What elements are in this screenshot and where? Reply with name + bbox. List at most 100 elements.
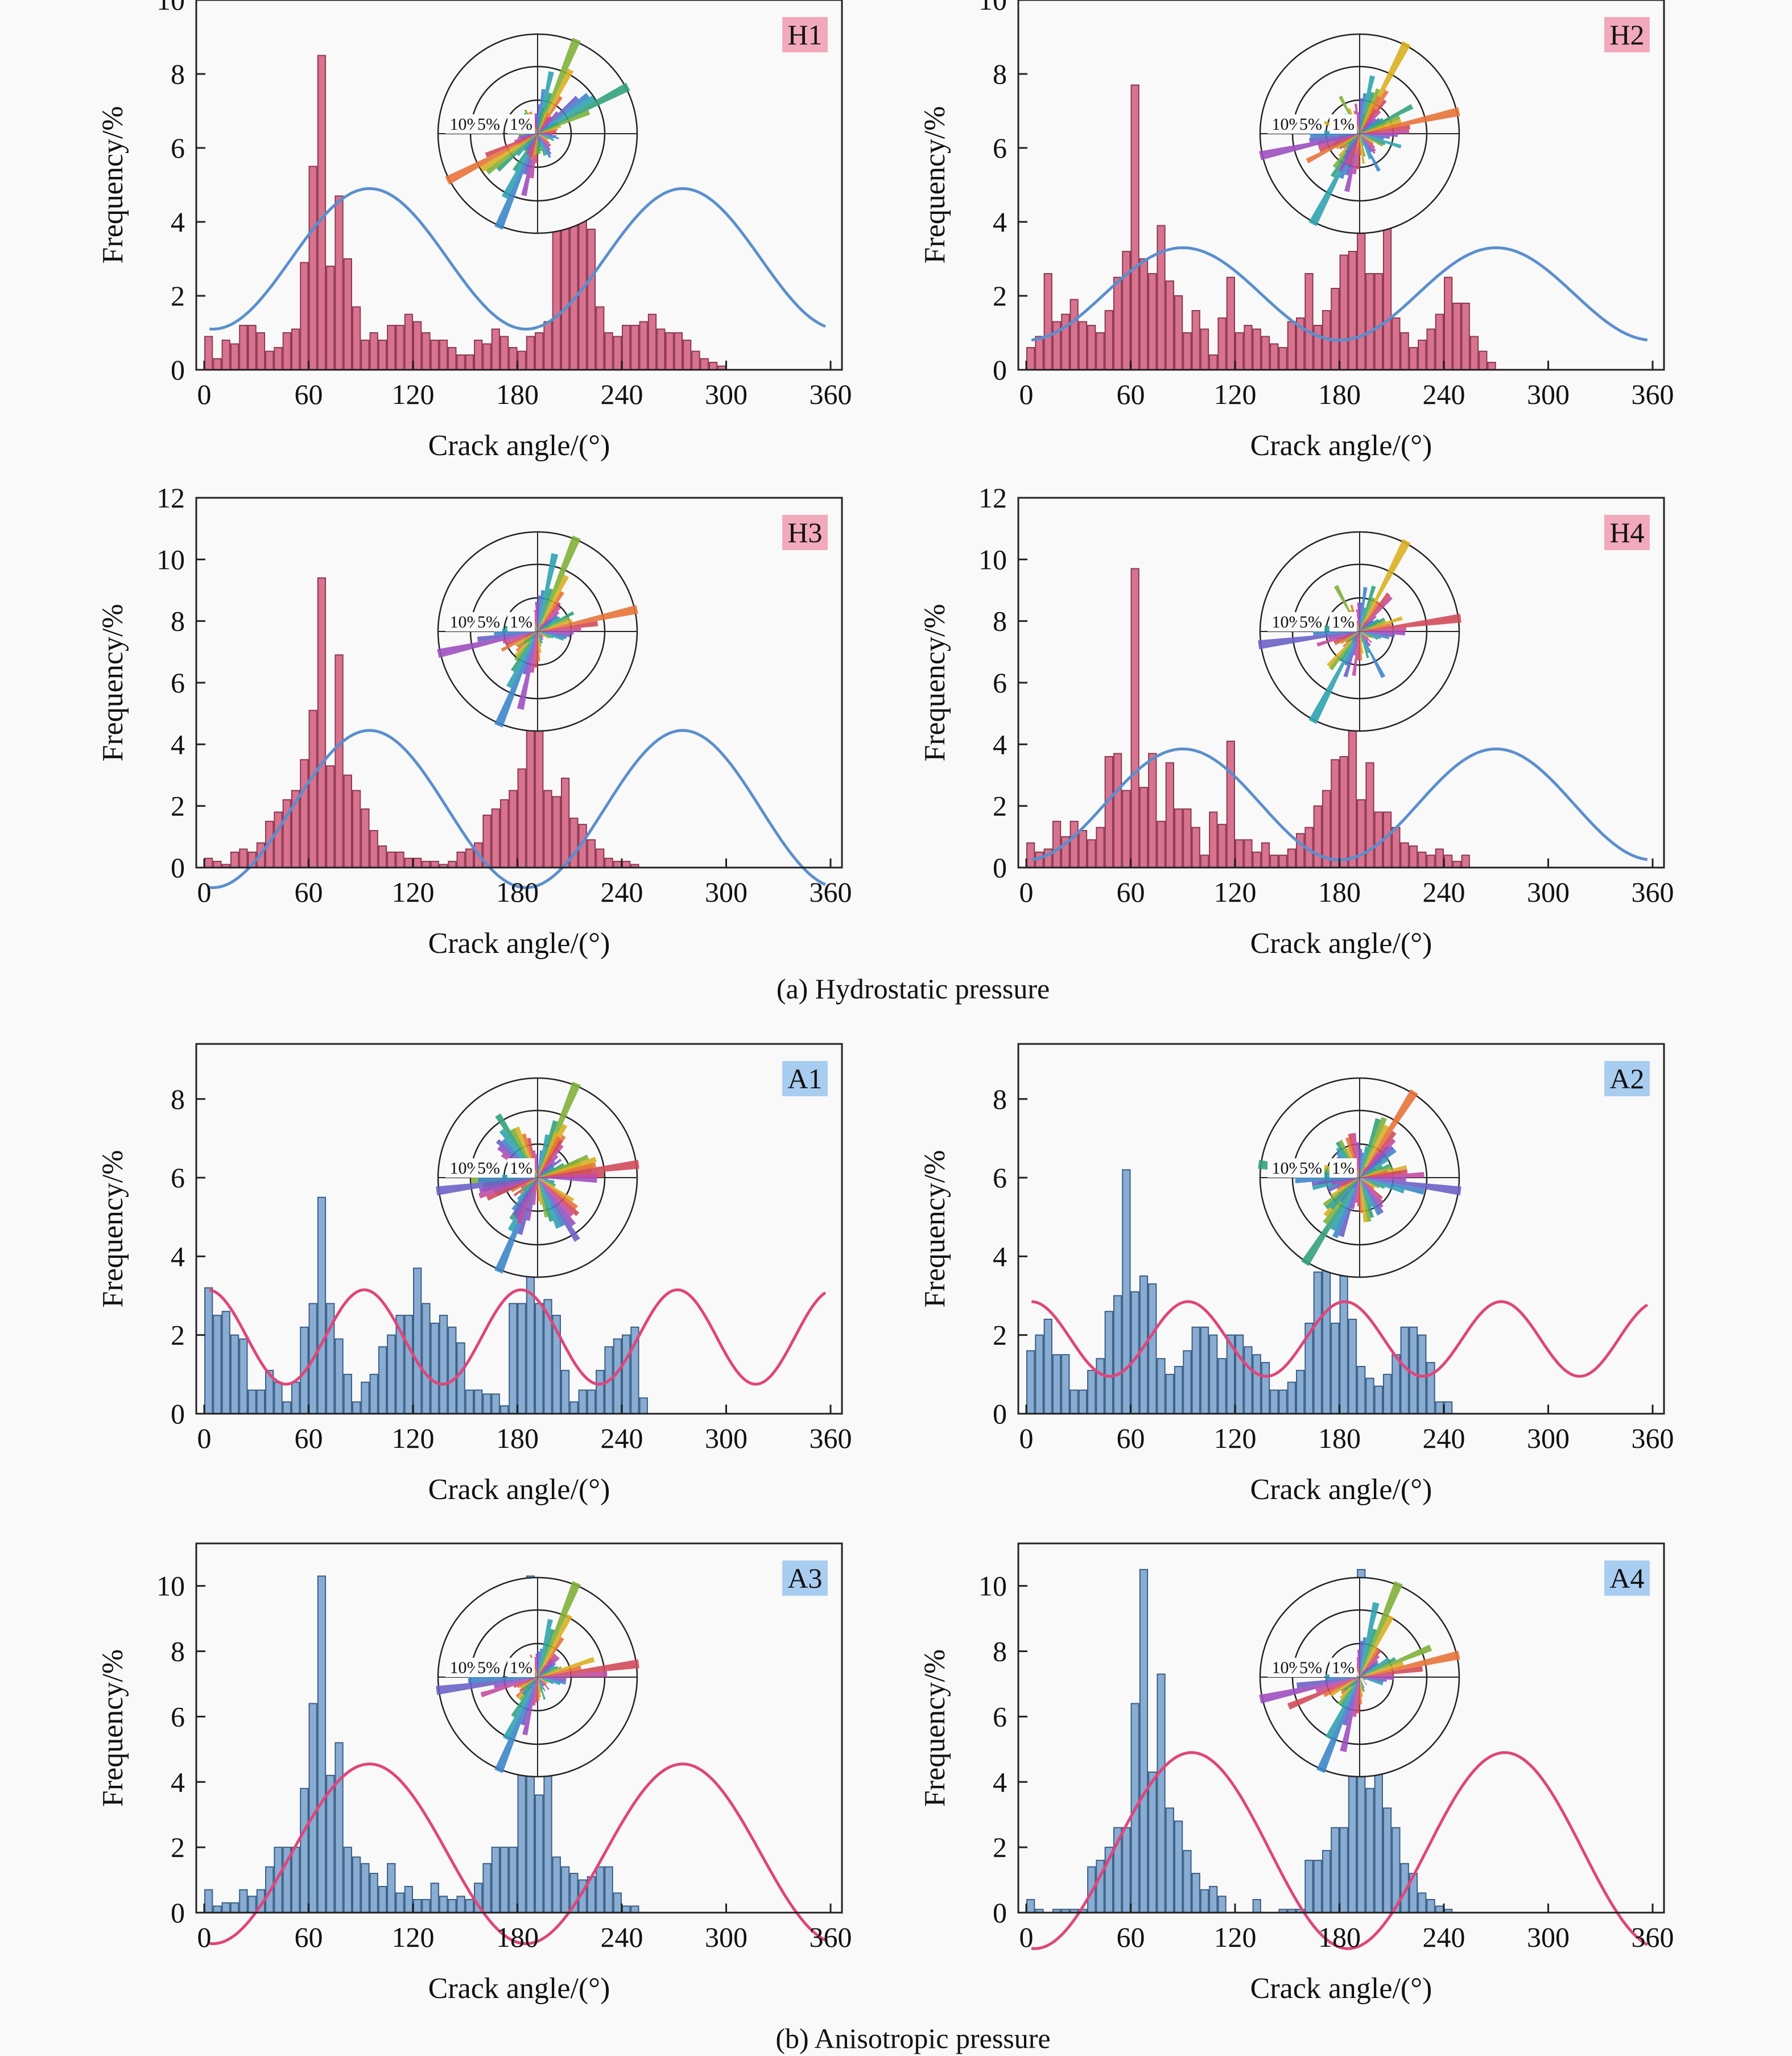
rose-petal bbox=[1340, 1677, 1360, 1752]
bar bbox=[422, 1899, 431, 1913]
bar bbox=[448, 347, 457, 370]
rose-petal bbox=[538, 130, 557, 134]
rose-petal bbox=[1259, 134, 1360, 160]
rose-petal bbox=[538, 631, 567, 639]
rose-petal bbox=[1325, 1677, 1360, 1740]
bar bbox=[1331, 288, 1340, 370]
rose-petal bbox=[1360, 631, 1369, 641]
y-axis-label: Frequency/% bbox=[97, 604, 129, 761]
rose-petal bbox=[538, 1651, 540, 1677]
rose-petal bbox=[1360, 1158, 1389, 1178]
rose-petal bbox=[526, 1178, 538, 1221]
bar bbox=[247, 1389, 257, 1414]
rose-petal bbox=[538, 1665, 581, 1677]
bar bbox=[239, 325, 248, 370]
bar bbox=[1209, 1886, 1218, 1913]
bar bbox=[1296, 317, 1305, 370]
bar bbox=[1139, 787, 1149, 868]
rose-petal bbox=[1348, 134, 1360, 166]
panel-tag: H4 bbox=[1604, 515, 1650, 550]
rose-petal bbox=[538, 1154, 589, 1178]
rose-petal bbox=[538, 1677, 548, 1683]
y-axis-label: Frequency/% bbox=[919, 1150, 951, 1307]
rose-petal bbox=[535, 113, 538, 134]
rose-petal bbox=[534, 123, 538, 134]
bar bbox=[308, 709, 317, 868]
rose-petal bbox=[1360, 1178, 1372, 1222]
bar bbox=[1418, 340, 1427, 370]
rose-petal bbox=[1360, 118, 1384, 134]
rose-petal bbox=[1309, 134, 1360, 143]
rose-petal bbox=[534, 134, 538, 155]
rose-petal bbox=[1360, 631, 1389, 639]
rose-petal bbox=[1360, 1178, 1374, 1190]
y-tick-label: 8 bbox=[993, 1636, 1007, 1667]
rose-petal bbox=[436, 1677, 538, 1695]
rose-petal bbox=[1360, 631, 1378, 640]
rose-petal bbox=[1360, 119, 1402, 134]
bar bbox=[1313, 805, 1322, 868]
rose-petal bbox=[518, 134, 538, 137]
bar bbox=[1322, 1849, 1331, 1913]
bar bbox=[1382, 1807, 1392, 1913]
rose-petal bbox=[538, 1139, 563, 1178]
bar bbox=[613, 1892, 622, 1913]
rose-petal bbox=[1360, 1662, 1379, 1677]
bar bbox=[1252, 328, 1261, 370]
rose-petal bbox=[1360, 134, 1365, 164]
rose-petal bbox=[538, 627, 581, 631]
bar bbox=[1183, 332, 1192, 370]
bar bbox=[1070, 820, 1079, 868]
bar bbox=[1261, 842, 1270, 868]
rose-petal bbox=[1360, 1647, 1380, 1677]
bar bbox=[1418, 1334, 1427, 1414]
rose-petal bbox=[1329, 631, 1360, 671]
rose-petal bbox=[1360, 1178, 1380, 1188]
bar bbox=[1435, 313, 1444, 370]
x-tick-label: 0 bbox=[1019, 1921, 1034, 1953]
rose-petal bbox=[538, 1677, 540, 1701]
rose-label: 5% bbox=[1299, 613, 1322, 631]
y-tick-label: 2 bbox=[171, 280, 185, 312]
rose-petal bbox=[538, 1159, 639, 1178]
rose-petal bbox=[522, 1677, 538, 1695]
rose-petal bbox=[1334, 631, 1360, 646]
bar bbox=[1392, 827, 1401, 868]
bar bbox=[1148, 1283, 1157, 1414]
bar bbox=[221, 1902, 230, 1913]
panel-tag-bg bbox=[782, 1061, 828, 1096]
rose-petal bbox=[494, 631, 538, 728]
bar bbox=[413, 1899, 422, 1913]
bar bbox=[517, 1303, 526, 1414]
rose-petal bbox=[1323, 1677, 1360, 1698]
bar bbox=[630, 1905, 639, 1913]
rose-petal bbox=[538, 1665, 546, 1677]
rose-petal bbox=[1360, 631, 1406, 635]
bar bbox=[1461, 854, 1470, 868]
rose-label-bg bbox=[1329, 114, 1357, 134]
rose-petal bbox=[538, 1677, 566, 1685]
y-tick-label: 0 bbox=[171, 1398, 185, 1430]
rose-petal bbox=[511, 1178, 538, 1192]
rose-label-bg bbox=[1297, 612, 1324, 631]
bar bbox=[1226, 1334, 1235, 1414]
bar bbox=[1191, 310, 1200, 370]
rose-label-bg bbox=[475, 1158, 502, 1178]
rose-petal bbox=[1360, 1117, 1387, 1178]
rose-petal bbox=[1360, 1677, 1364, 1691]
rose-petal bbox=[1360, 1677, 1364, 1697]
rose-petal bbox=[437, 631, 538, 658]
rose-petal bbox=[538, 618, 551, 631]
rose-diagram: 10%5% 1% bbox=[436, 1077, 639, 1278]
bar bbox=[587, 229, 596, 370]
bar bbox=[335, 654, 344, 868]
y-tick-label: 8 bbox=[993, 605, 1007, 637]
bar bbox=[1200, 328, 1209, 370]
x-tick-label: 120 bbox=[1214, 378, 1257, 410]
rose-petal bbox=[538, 1170, 549, 1178]
bar bbox=[1200, 854, 1209, 868]
rose-petal bbox=[538, 1144, 564, 1178]
rose-petal bbox=[1330, 1178, 1360, 1210]
y-tick-label: 8 bbox=[993, 1083, 1007, 1115]
rose-petal bbox=[496, 134, 538, 172]
